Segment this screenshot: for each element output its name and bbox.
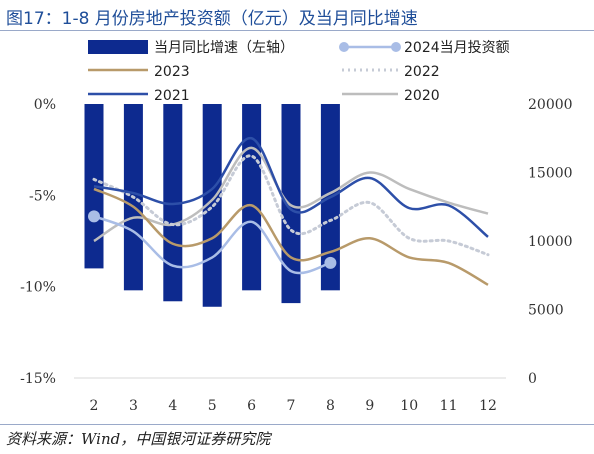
title-rule <box>0 30 594 31</box>
legend-label-bars: 当月同比增速（左轴） <box>154 40 294 56</box>
legend-label-2020: 2020 <box>404 88 440 104</box>
right-axis-tick-label: 0 <box>528 371 537 387</box>
legend-marker-2024b <box>391 42 401 52</box>
left-axis-tick-label: -15% <box>20 371 56 387</box>
left-axis-tick-label: -5% <box>29 188 56 204</box>
source-rule <box>0 424 594 425</box>
series-marker-2024 <box>324 256 337 269</box>
right-axis-tick-label: 20000 <box>528 97 573 113</box>
series-line-2023 <box>93 187 489 286</box>
right-axis-tick-label: 5000 <box>528 303 564 319</box>
left-axis-tick-label: 0% <box>34 97 56 113</box>
source-note: 资料来源：Wind，中国银河证券研究院 <box>6 430 271 448</box>
x-axis-tick-label: 12 <box>479 398 497 414</box>
legend-swatch-bars <box>88 40 148 54</box>
right-axis-tick-label: 15000 <box>528 166 573 182</box>
figure-title: 图17：1-8 月份房地产投资额（亿元）及当月同比增速 <box>6 9 418 29</box>
x-axis-tick-label: 3 <box>129 398 138 414</box>
x-axis-tick-label: 10 <box>400 398 418 414</box>
legend-label-2022: 2022 <box>404 64 440 80</box>
x-axis-tick-label: 6 <box>247 398 256 414</box>
series-marker-2024 <box>88 210 100 223</box>
right-axis-tick-label: 10000 <box>528 234 573 250</box>
legend-label-2023: 2023 <box>154 64 190 80</box>
legend-marker-2024 <box>339 42 349 52</box>
bar-mark <box>163 104 183 302</box>
series-line-2024 <box>93 215 331 275</box>
x-axis-tick-label: 8 <box>326 398 335 414</box>
x-axis-tick-label: 11 <box>440 398 458 414</box>
series-line-2020 <box>93 146 489 243</box>
x-axis-tick-label: 4 <box>168 398 177 414</box>
series-line-2021 <box>93 136 489 238</box>
x-axis-tick-label: 9 <box>365 398 374 414</box>
bar-mark <box>242 104 262 291</box>
plot-layer: 0% -5% -10% -15% 0 5000 10000 15000 20000 2 3 4 5 6 7 8… <box>20 97 572 414</box>
x-axis-tick-label: 5 <box>208 398 217 414</box>
x-axis-tick-label: 2 <box>90 398 99 414</box>
left-axis-tick-label: -10% <box>20 280 56 296</box>
legend: 当月同比增速（左轴） 2024当月投资额 2023 2022 2021 2020 <box>88 40 510 104</box>
legend-label-2024: 2024当月投资额 <box>404 40 510 56</box>
legend-label-2021: 2021 <box>154 88 190 104</box>
x-axis-tick-label: 7 <box>287 398 296 414</box>
series-line-2022 <box>92 154 490 257</box>
